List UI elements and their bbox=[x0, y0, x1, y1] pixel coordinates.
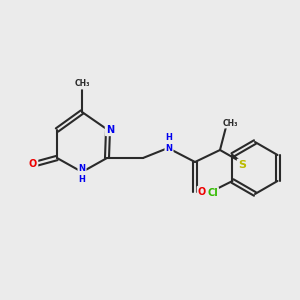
Text: Cl: Cl bbox=[207, 188, 218, 198]
Text: O: O bbox=[29, 159, 37, 169]
Text: CH₃: CH₃ bbox=[222, 118, 238, 127]
Text: N
H: N H bbox=[79, 164, 86, 184]
Text: H
N: H N bbox=[166, 133, 172, 153]
Text: CH₃: CH₃ bbox=[74, 80, 90, 88]
Text: N: N bbox=[106, 125, 114, 135]
Text: O: O bbox=[198, 187, 206, 197]
Text: S: S bbox=[238, 160, 246, 170]
